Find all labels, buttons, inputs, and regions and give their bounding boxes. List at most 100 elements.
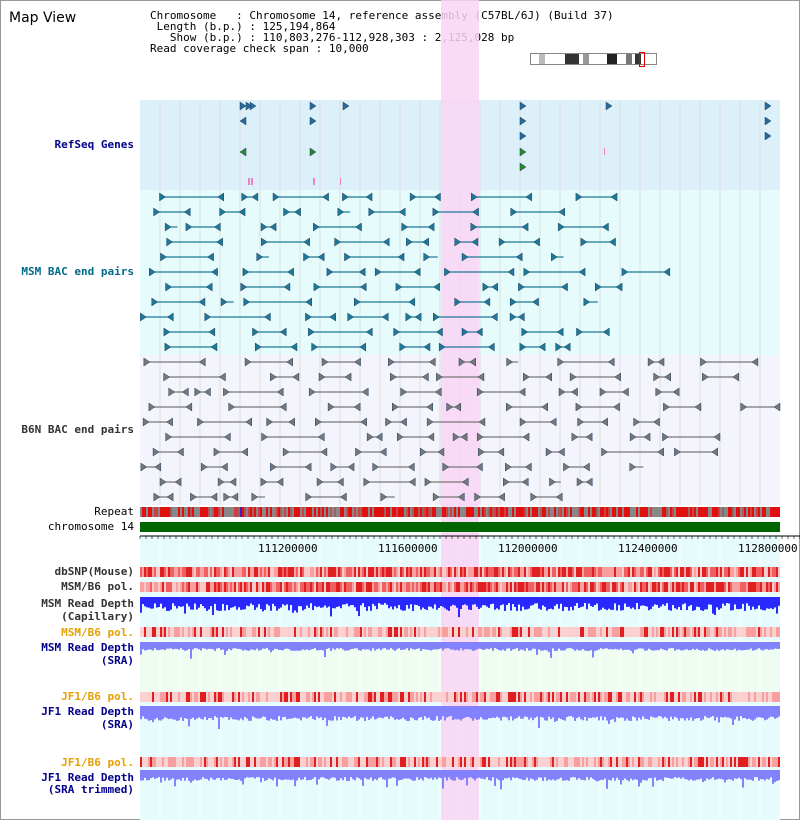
msm-read-depth-bar [238,597,240,608]
jf1-sra-depth-bar [386,706,388,717]
msm-read-depth-track-label[interactable]: MSM Read Depth [41,597,134,610]
msm-read-depth-bar [628,597,630,607]
jf1-b6-pol-heat [142,692,144,702]
jf1-sra-depth-bar [164,706,166,718]
msm-b6-pol-sra-heat [682,627,684,637]
jf1-b6-pol-trimmed-heat [174,757,176,767]
msm-b6-pol-sra-heat [140,627,142,637]
jf1-b6-pol-trimmed-heat [724,757,726,767]
b6n-bac-pair-end [476,432,484,442]
msm-b6-pol-heat [438,582,440,592]
jf1-b6-pol-track-label[interactable]: JF1/B6 pol. [61,690,134,703]
jf1-b6-pol-heat [150,692,152,702]
jf1-b6-pol-trimmed-heat [568,757,570,767]
msm-b6-pol-sra-heat [190,627,192,637]
msm-read-depth-bar [496,597,498,609]
b6n-bac-pair-end [674,447,681,457]
msm-b6-pol-sra-heat [238,627,240,637]
jf1-b6-pol-trimmed-track-label[interactable]: JF1/B6 pol. [61,756,134,769]
jf1-sra-depth-bar [434,706,436,721]
msm-b6-pol-sra-heat [528,627,530,637]
chromosome-ideogram[interactable] [530,52,657,67]
msm-sra-depth-bar [166,642,168,649]
jf1-trimmed-depth-bar [618,770,620,780]
msm-b6-pol-heat [746,582,748,592]
jf1-trimmed-depth-bar [608,770,610,780]
b6n-bac-pair-end [165,432,173,442]
jf1-b6-pol-trimmed-heat [606,757,608,767]
repeat-segment [166,507,168,517]
jf1-trimmed-depth-bar [648,770,650,779]
msm-sra-depth-bar [346,642,348,651]
msm-b6-pol-track-label[interactable]: MSM/B6 pol. [61,580,134,593]
msm-read-depth-bar [696,597,698,607]
jf1-read-depth-track-label[interactable]: JF1 Read Depth [41,705,134,718]
refseq-track-label[interactable]: RefSeq Genes [54,138,134,151]
msm-b6-pol-sra-heat [268,627,270,637]
b6n-bac-pair-end [643,432,651,442]
jf1-trimmed-depth-bar [724,770,726,783]
msm-sra-depth-bar [776,642,778,649]
dbsnp-track-label[interactable]: dbSNP(Mouse) [54,565,134,578]
axis-tick-label: 111200000 [258,542,318,555]
msm-sra-depth-bar [734,642,736,649]
jf1-sra-depth-bar [578,706,580,717]
msm-b6-pol-sra-heat [558,627,560,637]
repeat-segment [660,507,662,517]
msm-sra-depth-bar [532,642,534,649]
jf1-b6-pol-heat [206,692,208,702]
msm-bac-track-label[interactable]: MSM BAC end pairs [21,265,134,278]
jf1-b6-pol-trimmed-heat [584,757,586,767]
msm-b6-pol-sra-heat [308,627,310,637]
msm-b6-pol-sra-heat [290,627,292,637]
jf1-b6-pol-trimmed-heat [762,757,764,767]
jf1-b6-pol-trimmed-heat [156,757,158,767]
msm-b6-pol-heat [708,582,710,592]
msm-read-depth-bar [296,597,298,613]
jf1-sra-depth-bar [454,706,456,720]
msm-b6-pol-sra-heat [738,627,740,637]
msm-b6-pol-sra-heat [474,627,476,637]
b6n-bac-track-label[interactable]: B6N BAC end pairs [21,423,134,436]
msm-bac-pair-end [472,207,479,217]
msm-b6-pol-sra-heat [618,627,620,637]
jf1-b6-pol-heat [640,692,642,702]
jf1-trimmed-depth-bar [592,770,594,779]
jf1-b6-pol-trimmed-heat [440,757,442,767]
dbsnp-heat [726,567,728,577]
length-value: 125,194,864 [262,20,336,33]
jf1-b6-pol-trimmed-heat [580,757,582,767]
msm-b6-pol-heat [230,582,232,592]
dbsnp-heat [294,567,296,577]
msm-b6-pol-sra-heat [278,627,280,637]
msm-sra-depth-bar [340,642,342,649]
jf1-trimmed-depth-bar [562,770,564,781]
msm-b6-pol-sra-heat [580,627,582,637]
msm-bac-pair-end [342,192,349,202]
msm-b6-pol-sra-heat [288,627,290,637]
msm-read-depth-sra-track-label[interactable]: MSM Read Depth [41,641,134,654]
msm-b6-pol-sra-track-label[interactable]: MSM/B6 pol. [61,626,134,639]
jf1-trimmed-depth-bar [348,770,350,781]
dbsnp-heat [710,567,712,577]
repeat-segment [516,507,518,517]
msm-b6-pol-heat [390,582,392,592]
jf1-b6-pol-trimmed-heat [774,757,776,767]
b6n-bac-pair-end [354,357,361,367]
msm-read-depth-bar [516,597,518,611]
repeat-segment [406,507,408,517]
jf1-trimmed-depth-bar [450,770,452,780]
dbsnp-heat [610,567,612,577]
dbsnp-heat [762,567,764,577]
msm-b6-pol-heat [598,582,600,592]
msm-b6-pol-heat [540,582,542,592]
msm-read-depth-bar [508,597,510,604]
jf1-b6-pol-trimmed-heat [314,757,316,767]
jf1-b6-pol-heat [610,692,612,702]
jf1-trimmed-depth-bar [518,770,520,779]
jf1-read-depth-trimmed-track-label[interactable]: JF1 Read Depth [41,771,134,784]
repeat-segment [278,507,280,517]
b6n-bac-pair-end [613,402,620,412]
jf1-b6-pol-heat [692,692,694,702]
